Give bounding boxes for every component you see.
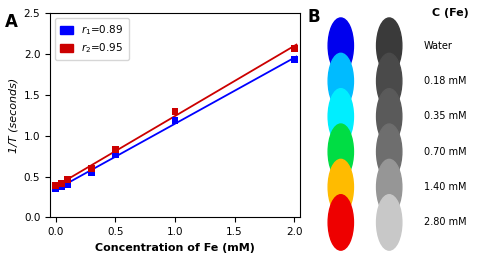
Point [64, 183, 72, 187]
Point [52, 183, 60, 188]
Text: C (Fe): C (Fe) [432, 8, 469, 18]
Point [171, 118, 179, 122]
Point [290, 58, 298, 62]
Text: 0.18 mM: 0.18 mM [424, 76, 466, 86]
Point [112, 152, 120, 157]
Circle shape [376, 124, 402, 179]
Circle shape [328, 18, 353, 73]
Circle shape [328, 53, 353, 109]
Text: 0.70 mM: 0.70 mM [424, 147, 467, 157]
Text: A: A [5, 13, 18, 31]
Text: 1.40 mM: 1.40 mM [424, 182, 466, 192]
Point [52, 187, 60, 191]
Point [58, 181, 66, 185]
Point [171, 109, 179, 113]
Circle shape [328, 124, 353, 179]
Circle shape [376, 18, 402, 73]
Circle shape [376, 159, 402, 215]
Point [58, 184, 66, 188]
X-axis label: Concentration of Fe (mM): Concentration of Fe (mM) [95, 243, 255, 253]
Point [88, 166, 96, 171]
Circle shape [376, 195, 402, 250]
Circle shape [328, 195, 353, 250]
Point [290, 46, 298, 50]
Legend: $r_1$=0.89, $r_2$=0.95: $r_1$=0.89, $r_2$=0.95 [55, 18, 128, 61]
Point [112, 148, 120, 152]
Text: Water: Water [424, 41, 452, 51]
Text: B: B [308, 8, 320, 26]
Circle shape [376, 89, 402, 144]
Text: 2.80 mM: 2.80 mM [424, 217, 467, 227]
Point [88, 170, 96, 174]
Point [64, 178, 72, 182]
Text: 0.35 mM: 0.35 mM [424, 111, 467, 121]
Circle shape [376, 53, 402, 109]
Circle shape [328, 159, 353, 215]
Circle shape [328, 89, 353, 144]
Y-axis label: 1/T (seconds): 1/T (seconds) [8, 78, 18, 153]
